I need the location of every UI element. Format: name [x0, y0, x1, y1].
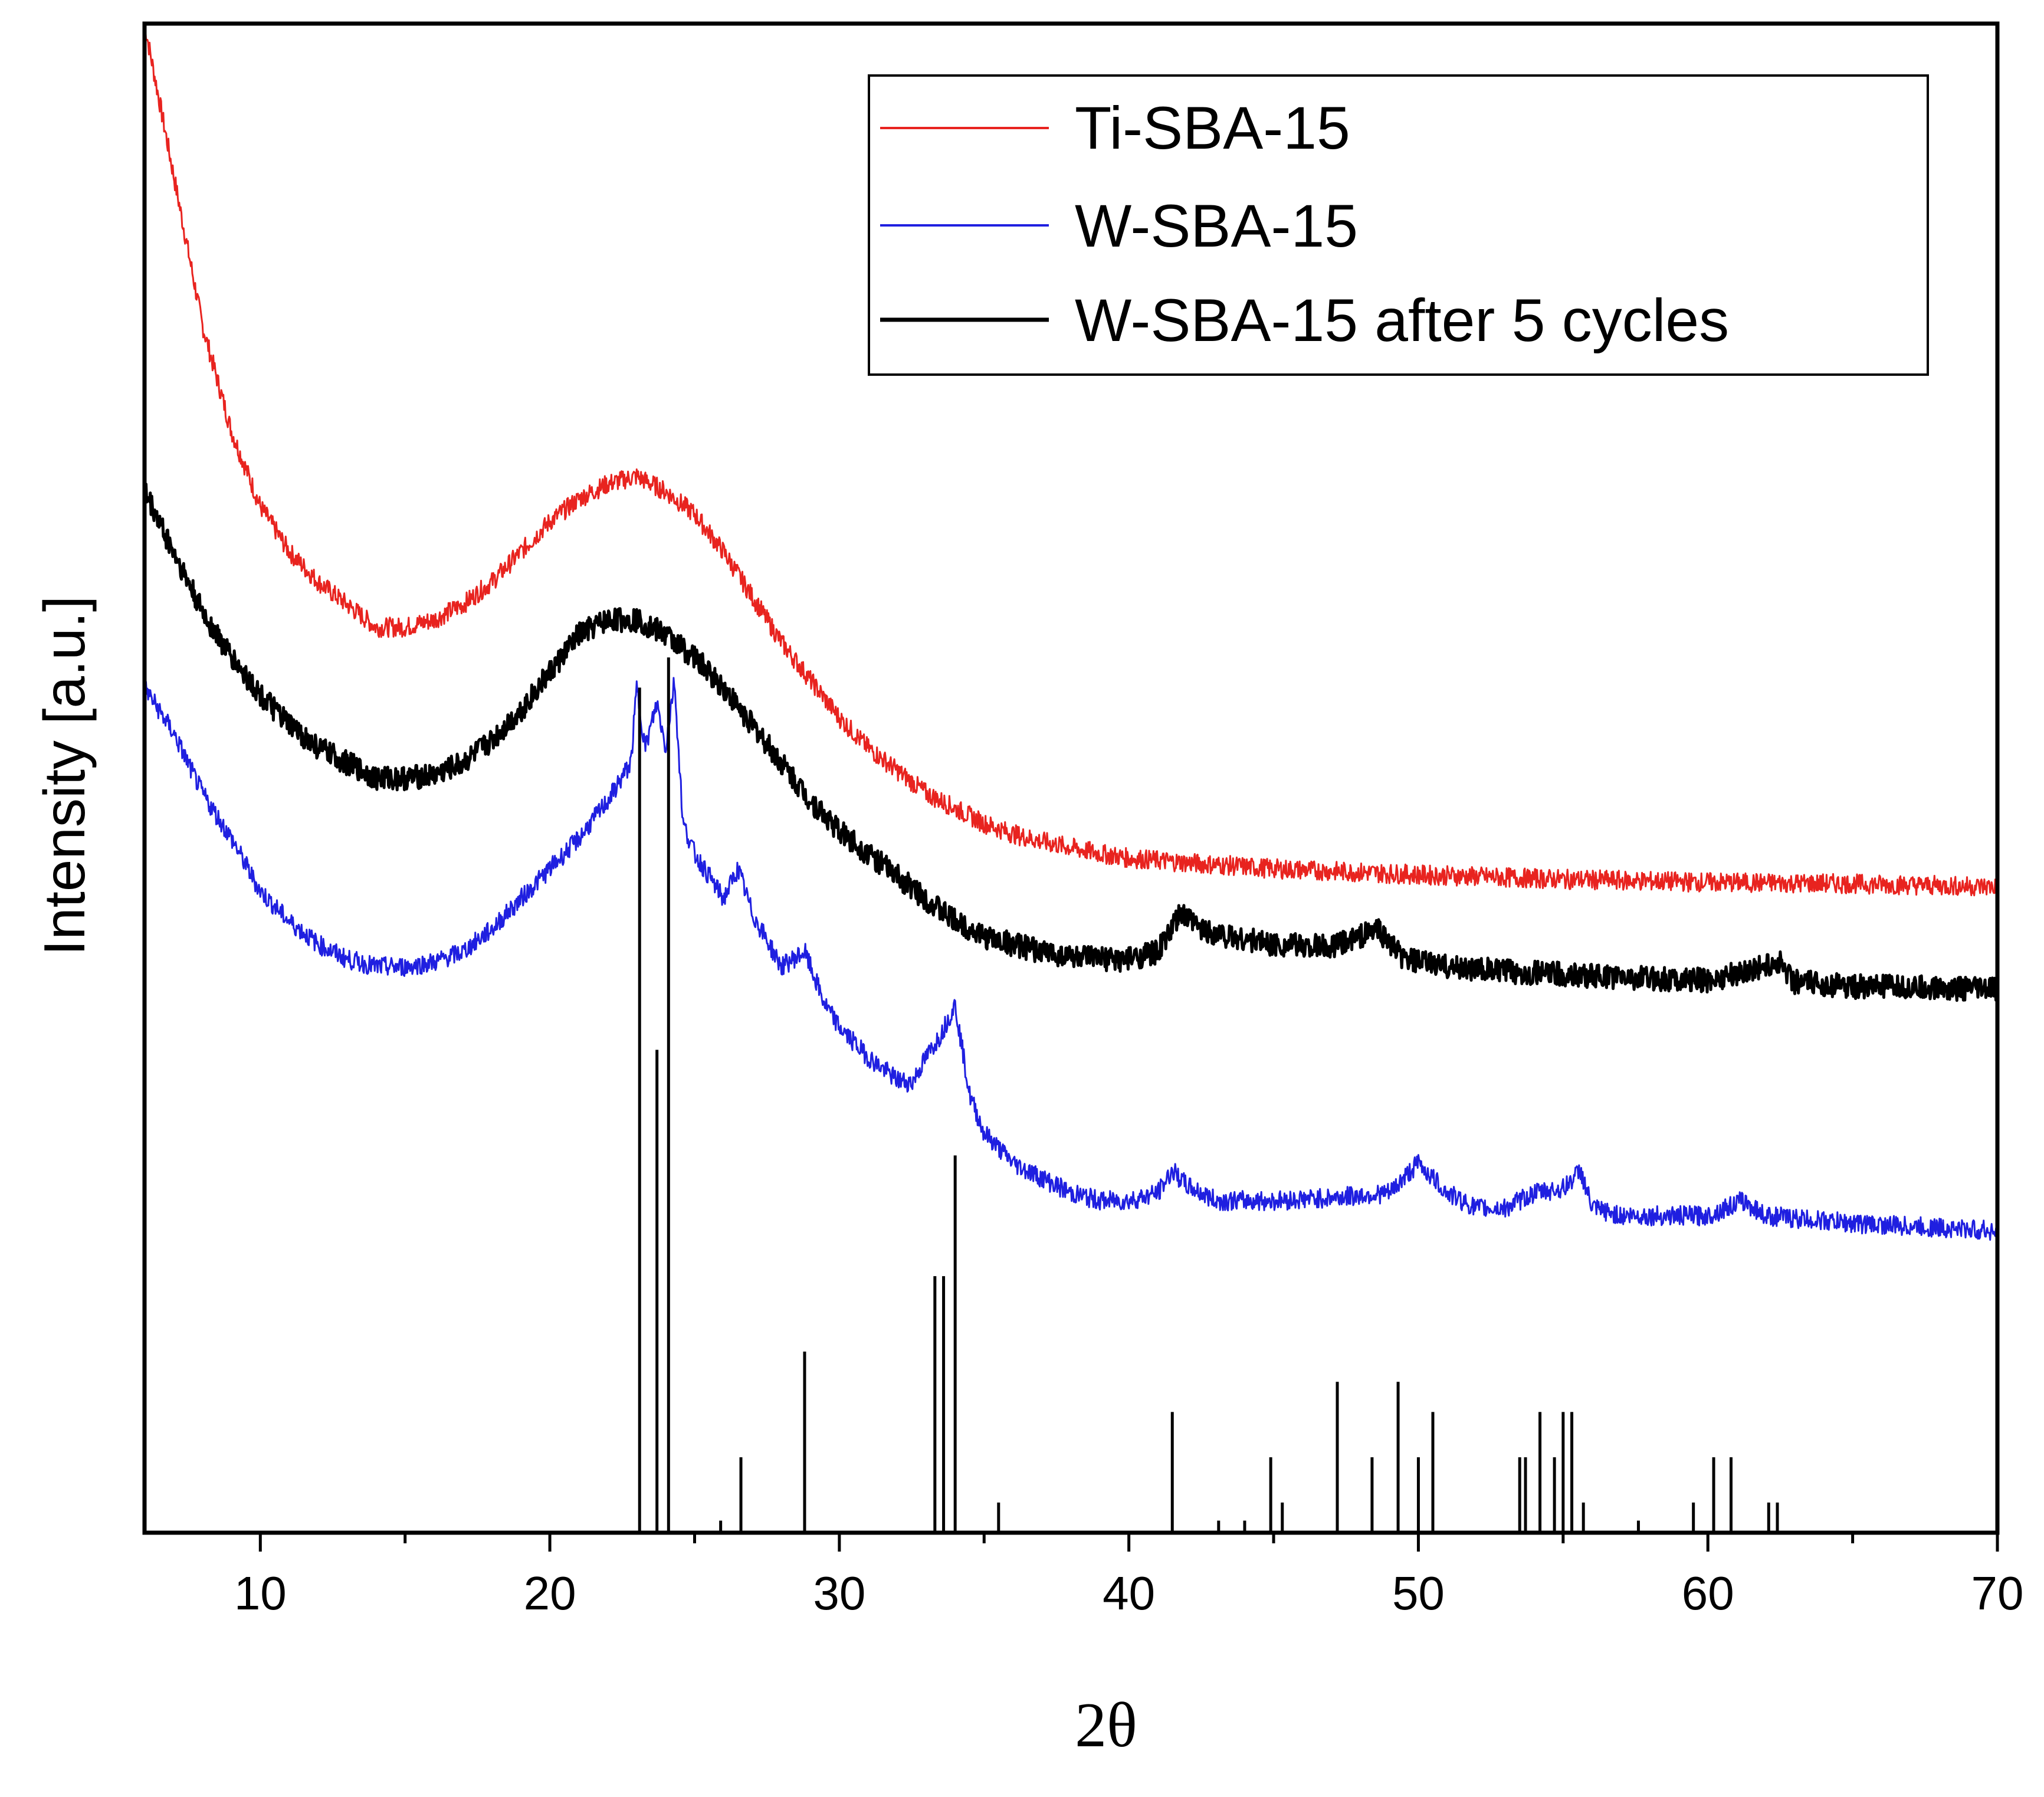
- legend-label-ti-sba-15: Ti-SBA-15: [1075, 94, 1350, 162]
- legend-entry-w-sba-15-after-5-cycles: W-SBA-15 after 5 cycles: [880, 287, 1729, 354]
- series-layer: [143, 23, 1999, 1241]
- legend-label-w-sba-15-after-5-cycles: W-SBA-15 after 5 cycles: [1075, 287, 1729, 354]
- series-line-w-sba-15: [143, 677, 1999, 1241]
- x-tick-label: 10: [234, 1567, 287, 1619]
- x-tick-label: 30: [813, 1567, 865, 1619]
- x-tick-label: 20: [524, 1567, 576, 1619]
- series-line-ti-sba-15: [143, 23, 1999, 897]
- plot-frame: [142, 21, 2000, 1535]
- legend-entry-ti-sba-15: Ti-SBA-15: [880, 94, 1350, 162]
- legend-label-w-sba-15: W-SBA-15: [1075, 192, 1358, 260]
- x-tick-label: 40: [1103, 1567, 1155, 1619]
- x-axis-tick-labels: 10 20 30 40 50 60 70: [234, 1567, 2024, 1619]
- x-axis-ticks: [258, 1533, 1999, 1552]
- reference-pattern: [638, 657, 1779, 1533]
- x-tick-label: 70: [1971, 1567, 2024, 1619]
- x-tick-label: 50: [1392, 1567, 1445, 1619]
- series-line-w-sba-15-after-5-cycles: [143, 483, 1999, 1002]
- x-tick-label: 60: [1682, 1567, 1734, 1619]
- y-axis-label: Intensity [a.u.]: [32, 596, 97, 956]
- legend: Ti-SBA-15 W-SBA-15 W-SBA-15 after 5 cycl…: [868, 74, 1929, 376]
- legend-entry-w-sba-15: W-SBA-15: [880, 192, 1358, 260]
- x-axis-label: 2θ: [1075, 1690, 1137, 1760]
